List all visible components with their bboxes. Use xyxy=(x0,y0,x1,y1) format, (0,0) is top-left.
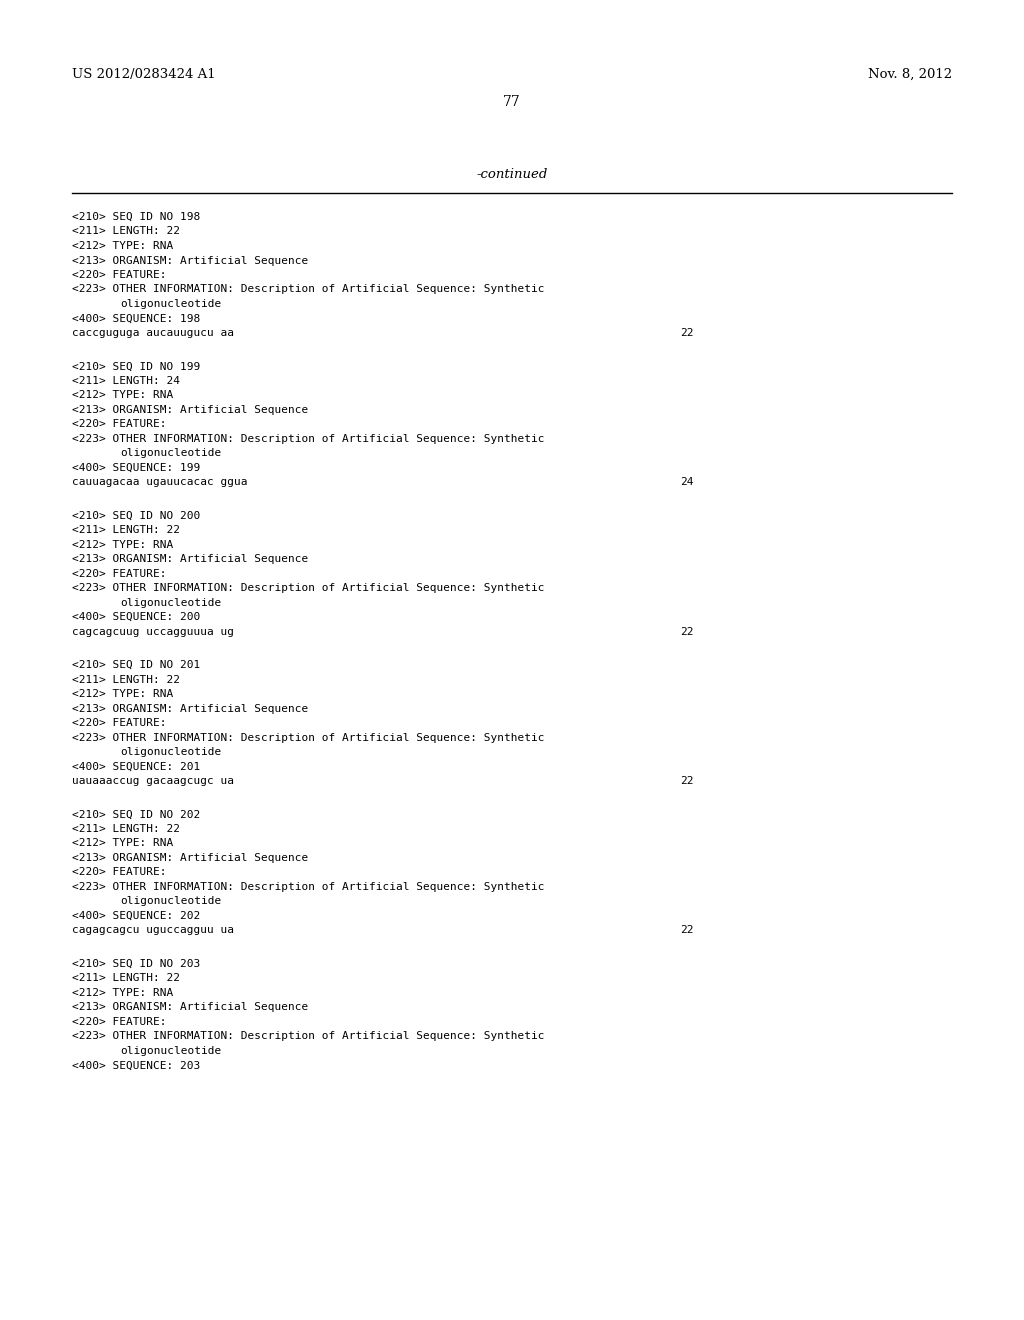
Text: oligonucleotide: oligonucleotide xyxy=(120,747,221,758)
Text: Nov. 8, 2012: Nov. 8, 2012 xyxy=(868,69,952,81)
Text: 22: 22 xyxy=(680,327,693,338)
Text: cagagcagcu uguccagguu ua: cagagcagcu uguccagguu ua xyxy=(72,925,234,936)
Text: 24: 24 xyxy=(680,478,693,487)
Text: <220> FEATURE:: <220> FEATURE: xyxy=(72,271,167,280)
Text: <223> OTHER INFORMATION: Description of Artificial Sequence: Synthetic: <223> OTHER INFORMATION: Description of … xyxy=(72,882,545,892)
Text: 22: 22 xyxy=(680,627,693,636)
Text: <211> LENGTH: 22: <211> LENGTH: 22 xyxy=(72,973,180,983)
Text: <211> LENGTH: 22: <211> LENGTH: 22 xyxy=(72,824,180,834)
Text: <223> OTHER INFORMATION: Description of Artificial Sequence: Synthetic: <223> OTHER INFORMATION: Description of … xyxy=(72,583,545,593)
Text: <400> SEQUENCE: 202: <400> SEQUENCE: 202 xyxy=(72,911,201,921)
Text: <211> LENGTH: 24: <211> LENGTH: 24 xyxy=(72,376,180,385)
Text: <220> FEATURE:: <220> FEATURE: xyxy=(72,420,167,429)
Text: <211> LENGTH: 22: <211> LENGTH: 22 xyxy=(72,227,180,236)
Text: <223> OTHER INFORMATION: Description of Artificial Sequence: Synthetic: <223> OTHER INFORMATION: Description of … xyxy=(72,285,545,294)
Text: oligonucleotide: oligonucleotide xyxy=(120,449,221,458)
Text: caccguguga aucauugucu aa: caccguguga aucauugucu aa xyxy=(72,327,234,338)
Text: <212> TYPE: RNA: <212> TYPE: RNA xyxy=(72,987,173,998)
Text: <223> OTHER INFORMATION: Description of Artificial Sequence: Synthetic: <223> OTHER INFORMATION: Description of … xyxy=(72,1031,545,1041)
Text: <212> TYPE: RNA: <212> TYPE: RNA xyxy=(72,689,173,700)
Text: uauaaaccug gacaagcugc ua: uauaaaccug gacaagcugc ua xyxy=(72,776,234,785)
Text: <212> TYPE: RNA: <212> TYPE: RNA xyxy=(72,540,173,549)
Text: <213> ORGANISM: Artificial Sequence: <213> ORGANISM: Artificial Sequence xyxy=(72,256,308,265)
Text: <400> SEQUENCE: 203: <400> SEQUENCE: 203 xyxy=(72,1060,201,1071)
Text: oligonucleotide: oligonucleotide xyxy=(120,1045,221,1056)
Text: <220> FEATURE:: <220> FEATURE: xyxy=(72,569,167,578)
Text: <220> FEATURE:: <220> FEATURE: xyxy=(72,867,167,878)
Text: oligonucleotide: oligonucleotide xyxy=(120,598,221,607)
Text: <213> ORGANISM: Artificial Sequence: <213> ORGANISM: Artificial Sequence xyxy=(72,554,308,564)
Text: <213> ORGANISM: Artificial Sequence: <213> ORGANISM: Artificial Sequence xyxy=(72,1002,308,1012)
Text: <210> SEQ ID NO 201: <210> SEQ ID NO 201 xyxy=(72,660,201,671)
Text: <400> SEQUENCE: 198: <400> SEQUENCE: 198 xyxy=(72,314,201,323)
Text: <210> SEQ ID NO 203: <210> SEQ ID NO 203 xyxy=(72,958,201,969)
Text: <213> ORGANISM: Artificial Sequence: <213> ORGANISM: Artificial Sequence xyxy=(72,405,308,414)
Text: <210> SEQ ID NO 202: <210> SEQ ID NO 202 xyxy=(72,809,201,820)
Text: <220> FEATURE:: <220> FEATURE: xyxy=(72,1016,167,1027)
Text: cauuagacaa ugauucacac ggua: cauuagacaa ugauucacac ggua xyxy=(72,478,248,487)
Text: <220> FEATURE:: <220> FEATURE: xyxy=(72,718,167,729)
Text: US 2012/0283424 A1: US 2012/0283424 A1 xyxy=(72,69,216,81)
Text: <223> OTHER INFORMATION: Description of Artificial Sequence: Synthetic: <223> OTHER INFORMATION: Description of … xyxy=(72,733,545,743)
Text: <213> ORGANISM: Artificial Sequence: <213> ORGANISM: Artificial Sequence xyxy=(72,704,308,714)
Text: <210> SEQ ID NO 198: <210> SEQ ID NO 198 xyxy=(72,213,201,222)
Text: 77: 77 xyxy=(503,95,521,110)
Text: <400> SEQUENCE: 199: <400> SEQUENCE: 199 xyxy=(72,463,201,473)
Text: 22: 22 xyxy=(680,776,693,785)
Text: oligonucleotide: oligonucleotide xyxy=(120,896,221,907)
Text: <211> LENGTH: 22: <211> LENGTH: 22 xyxy=(72,675,180,685)
Text: <211> LENGTH: 22: <211> LENGTH: 22 xyxy=(72,525,180,535)
Text: cagcagcuug uccagguuua ug: cagcagcuug uccagguuua ug xyxy=(72,627,234,636)
Text: -continued: -continued xyxy=(476,168,548,181)
Text: <212> TYPE: RNA: <212> TYPE: RNA xyxy=(72,242,173,251)
Text: <400> SEQUENCE: 201: <400> SEQUENCE: 201 xyxy=(72,762,201,772)
Text: <223> OTHER INFORMATION: Description of Artificial Sequence: Synthetic: <223> OTHER INFORMATION: Description of … xyxy=(72,434,545,444)
Text: oligonucleotide: oligonucleotide xyxy=(120,300,221,309)
Text: <212> TYPE: RNA: <212> TYPE: RNA xyxy=(72,838,173,849)
Text: <212> TYPE: RNA: <212> TYPE: RNA xyxy=(72,391,173,400)
Text: 22: 22 xyxy=(680,925,693,936)
Text: <210> SEQ ID NO 199: <210> SEQ ID NO 199 xyxy=(72,362,201,371)
Text: <400> SEQUENCE: 200: <400> SEQUENCE: 200 xyxy=(72,612,201,622)
Text: <210> SEQ ID NO 200: <210> SEQ ID NO 200 xyxy=(72,511,201,520)
Text: <213> ORGANISM: Artificial Sequence: <213> ORGANISM: Artificial Sequence xyxy=(72,853,308,863)
